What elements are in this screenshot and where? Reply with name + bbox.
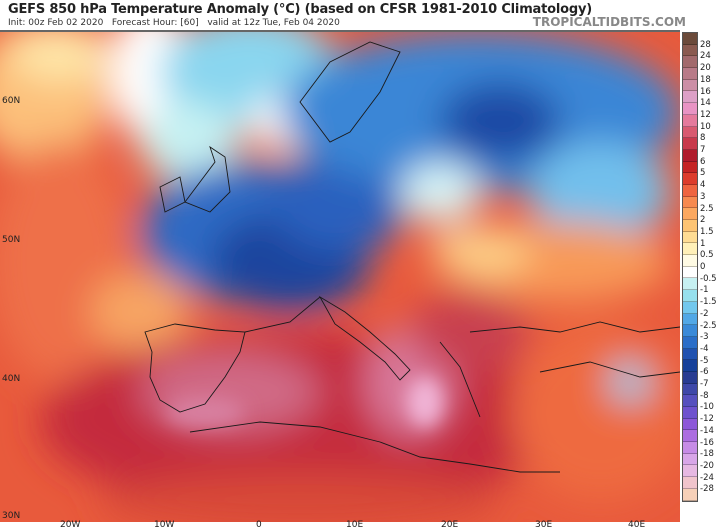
colorbar-segment — [683, 488, 697, 501]
lat-label: 30N — [2, 511, 21, 521]
lon-label: 0 — [256, 520, 262, 530]
colorbar-segment — [683, 383, 697, 396]
lat-label: 40N — [2, 374, 21, 384]
colorbar-label: 24 — [700, 51, 711, 62]
colorbar-label: 6 — [700, 156, 706, 167]
header-divider — [0, 30, 680, 32]
colorbar-label: -20 — [700, 460, 714, 471]
colorbar-segment — [683, 465, 697, 478]
lat-label: 50N — [2, 235, 21, 245]
colorbar-label: 12 — [700, 109, 711, 120]
colorbar-label: -1 — [700, 285, 709, 296]
colorbar-segment — [683, 255, 697, 267]
colorbar-label: -16 — [700, 437, 714, 448]
colorbar-label: -14 — [700, 425, 714, 436]
colorbar-segment — [683, 336, 697, 349]
colorbar-segment — [683, 56, 697, 69]
colorbar-segment — [683, 103, 697, 115]
colorbar-label: -7 — [700, 379, 709, 389]
colorbar-segment — [683, 243, 697, 256]
colorbar-label: 0 — [700, 262, 706, 272]
lon-label: 40E — [628, 520, 646, 530]
colorbar-segment — [683, 348, 697, 361]
colorbar-segment — [683, 313, 697, 326]
colorbar-segment — [683, 68, 697, 80]
colorbar-segment — [683, 173, 697, 185]
colorbar-segment — [683, 442, 697, 454]
colorbar-segment — [683, 290, 697, 302]
colorbar-segment — [683, 371, 697, 384]
colorbar-segment — [683, 477, 697, 489]
lat-label: 60N — [2, 96, 21, 106]
colorbar-label: 10 — [700, 121, 711, 132]
colorbar-segment — [683, 33, 697, 45]
colorbar-label: 20 — [700, 63, 711, 74]
colorbar-segment — [683, 453, 697, 466]
colorbar-segment — [683, 184, 697, 197]
colorbar-segment — [683, 430, 697, 443]
colorbar-label: 1.5 — [700, 226, 714, 237]
colorbar-segment — [683, 395, 697, 407]
colorbar-label: 2 — [700, 215, 706, 226]
colorbar-label: -28 — [700, 484, 714, 495]
lon-label: 10W — [154, 520, 175, 530]
colorbar-label: -4 — [700, 343, 709, 354]
colorbar-label: 2.5 — [700, 203, 714, 214]
map-title: GEFS 850 hPa Temperature Anomaly (°C) (b… — [8, 2, 592, 17]
lon-label: 20W — [60, 520, 81, 530]
colorbar-segment — [683, 91, 697, 104]
lon-label: 30E — [535, 520, 553, 530]
colorbar-label: -12 — [700, 414, 714, 425]
colorbar-segment — [683, 231, 697, 244]
colorbar-label: 3 — [700, 191, 706, 202]
colorbar-segment — [683, 79, 697, 92]
colorbar-label: -2 — [700, 308, 709, 319]
colorbar-label: -24 — [700, 472, 714, 483]
colorbar-segment — [683, 360, 697, 372]
colorbar-label: -10 — [700, 402, 714, 413]
colorbar-label: 7 — [700, 145, 706, 155]
colorbar-segment — [683, 196, 697, 209]
colorbar-label: 28 — [700, 39, 711, 50]
colorbar-segment — [683, 418, 697, 431]
colorbar-label: 16 — [700, 86, 711, 97]
colorbar — [682, 32, 698, 502]
colorbar-label: -18 — [700, 449, 714, 460]
colorbar-label: -3 — [700, 332, 709, 343]
colorbar-label: 18 — [700, 74, 711, 85]
colorbar-label: 4 — [700, 180, 706, 191]
colorbar-label: -2.5 — [700, 320, 717, 331]
map-subtitle: Init: 00z Feb 02 2020 Forecast Hour: [60… — [8, 18, 340, 28]
colorbar-label: 0.5 — [700, 250, 714, 261]
colorbar-label: 1 — [700, 238, 706, 249]
temperature-anomaly-map — [0, 32, 680, 522]
lon-label: 20E — [441, 520, 459, 530]
colorbar-segment — [683, 266, 697, 279]
colorbar-segment — [683, 126, 697, 139]
anomaly-field — [0, 32, 680, 522]
colorbar-segment — [683, 325, 697, 337]
colorbar-segment — [683, 220, 697, 232]
colorbar-label: 14 — [700, 98, 711, 109]
colorbar-label: -6 — [700, 367, 709, 378]
colorbar-segment — [683, 138, 697, 150]
colorbar-label: -5 — [700, 355, 709, 366]
colorbar-label: -1.5 — [700, 297, 717, 308]
colorbar-label: 5 — [700, 168, 706, 179]
colorbar-segment — [683, 149, 697, 162]
colorbar-segment — [683, 407, 697, 419]
lon-label: 10E — [346, 520, 364, 530]
coastlines — [144, 41, 680, 473]
colorbar-segment — [683, 114, 697, 127]
colorbar-segment — [683, 161, 697, 174]
colorbar-segment — [683, 301, 697, 314]
brand-watermark: TROPICALTIDBITS.COM — [532, 15, 686, 29]
colorbar-segment — [683, 208, 697, 220]
colorbar-label: -8 — [700, 390, 709, 401]
colorbar-segment — [683, 44, 697, 57]
colorbar-segment — [683, 278, 697, 291]
colorbar-label: 8 — [700, 133, 706, 144]
colorbar-label: -0.5 — [700, 273, 717, 284]
